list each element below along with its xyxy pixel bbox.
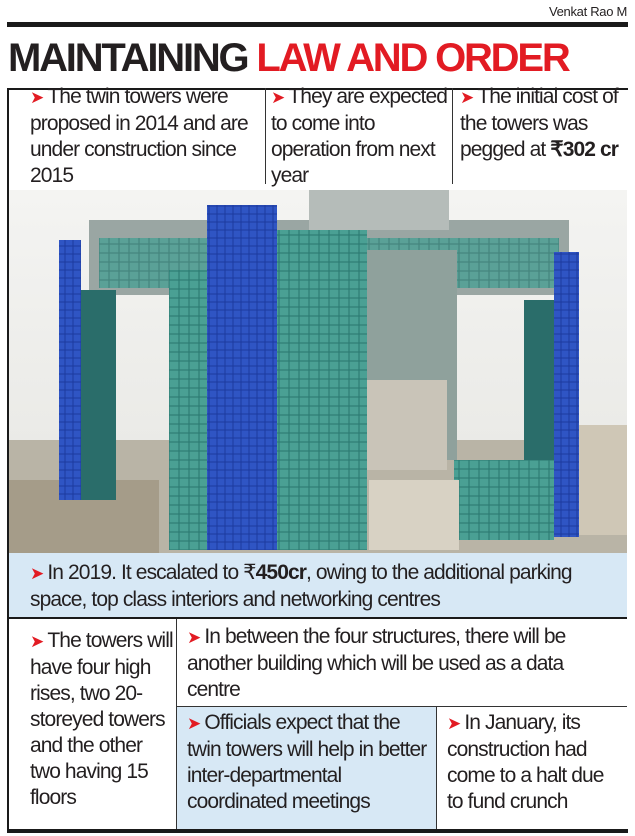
point-high-rises: ➤ The towers will have four high rises, t…	[30, 628, 175, 811]
point-text: They are expected to come into operation…	[271, 85, 448, 187]
byline: Venkat Rao M	[548, 4, 627, 19]
point-operation: ➤ They are expected to come into operatio…	[271, 84, 451, 189]
cost-escalation-band: ➤ In 2019. It escalated to ₹450cr, owing …	[9, 553, 627, 619]
top-rule	[7, 22, 628, 27]
red-arrowhead-icon: ➤	[30, 564, 44, 583]
cell-data-centre: ➤ In between the four structures, there w…	[177, 619, 627, 707]
cell-halt: ➤ In January, its construction had come t…	[437, 707, 627, 829]
headline: MAINTAINING LAW AND ORDER	[8, 32, 628, 84]
column-divider	[265, 88, 266, 184]
point-data-centre: ➤ In between the four structures, there w…	[187, 624, 607, 703]
point-officials: ➤ Officials expect that the twin towers w…	[187, 710, 432, 815]
point-text: In 2019. It escalated to ₹	[47, 561, 256, 584]
infographic-frame	[7, 90, 627, 830]
point-text: Officials expect that the twin towers wi…	[187, 711, 427, 813]
cell-high-rises: ➤ The towers will have four high rises, t…	[9, 619, 177, 829]
headline-rule	[7, 88, 628, 90]
red-arrowhead-icon: ➤	[460, 88, 474, 107]
point-text: The twin towers were proposed in 2014 an…	[30, 85, 249, 187]
cell-officials: ➤ Officials expect that the twin towers w…	[177, 707, 437, 829]
headline-part1: MAINTAINING	[8, 36, 250, 80]
bottom-rule	[7, 829, 628, 833]
red-arrowhead-icon: ➤	[187, 628, 201, 647]
point-text: The towers will have four high rises, tw…	[30, 629, 174, 809]
point-escalation: ➤ In 2019. It escalated to ₹450cr, owing …	[30, 560, 615, 613]
point-halt: ➤ In January, its construction had come t…	[447, 710, 622, 815]
point-proposed: ➤ The twin towers were proposed in 2014 a…	[30, 84, 262, 189]
red-arrowhead-icon: ➤	[271, 88, 285, 107]
red-arrowhead-icon: ➤	[187, 714, 201, 733]
point-text: The initial cost of the towers was pegge…	[460, 85, 619, 161]
cost-highlight: 450cr	[255, 561, 307, 584]
red-arrowhead-icon: ➤	[30, 88, 44, 107]
red-arrowhead-icon: ➤	[30, 632, 44, 651]
point-text: In between the four structures, there wi…	[187, 625, 566, 701]
column-divider	[452, 88, 453, 184]
red-arrowhead-icon: ➤	[447, 714, 461, 733]
cost-highlight: ₹302 cr	[550, 138, 619, 161]
point-initial-cost: ➤ The initial cost of the towers was pegg…	[460, 84, 625, 163]
headline-part2: LAW AND ORDER	[256, 36, 570, 80]
point-text: In January, its construction had come to…	[447, 711, 604, 813]
point-text: , owing to the additional parking space,…	[30, 561, 573, 611]
twin-towers-photo	[9, 190, 627, 553]
